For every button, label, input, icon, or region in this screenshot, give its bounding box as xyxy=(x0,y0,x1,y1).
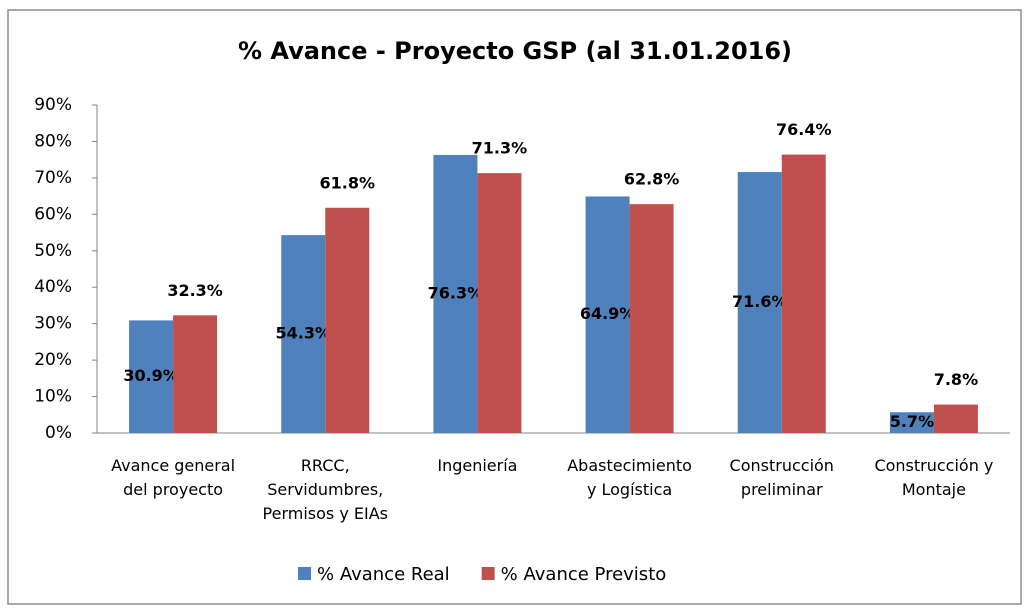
y-tick-label: 0% xyxy=(45,423,72,443)
bar xyxy=(173,315,218,433)
bar xyxy=(737,172,782,433)
x-tick-label: Construcción y Montaje xyxy=(874,456,993,499)
data-label: 61.8% xyxy=(319,173,375,192)
data-label: 76.4% xyxy=(776,120,832,139)
data-label: 30.9% xyxy=(123,366,179,385)
y-tick-label: 20% xyxy=(34,350,72,370)
bar xyxy=(325,207,370,433)
bar xyxy=(889,412,934,433)
bar xyxy=(629,204,674,433)
x-tick-label: Ingeniería xyxy=(437,456,517,475)
data-label: 76.3% xyxy=(428,283,484,302)
y-tick-label: 80% xyxy=(34,131,72,151)
bar xyxy=(281,235,326,433)
chart-title: % Avance - Proyecto GSP (al 31.01.2016) xyxy=(238,37,792,65)
y-tick-label: 90% xyxy=(34,95,72,115)
y-tick-label: 70% xyxy=(34,168,72,188)
data-label: 32.3% xyxy=(167,281,223,300)
data-label: 71.3% xyxy=(472,139,528,158)
y-tick-label: 40% xyxy=(34,277,72,297)
bar xyxy=(433,154,478,433)
y-tick-label: 10% xyxy=(34,387,72,407)
data-label: 5.7% xyxy=(890,412,934,431)
bar xyxy=(129,320,174,433)
x-tick-label: Avance general del proyecto xyxy=(111,456,235,499)
x-tick-label: Abastecimiento y Logística xyxy=(567,456,692,499)
data-label: 64.9% xyxy=(580,304,636,323)
x-tick-label: Construcción preliminar xyxy=(730,456,834,499)
bar xyxy=(477,173,522,433)
data-label: 7.8% xyxy=(934,370,978,389)
y-tick-label: 30% xyxy=(34,314,72,334)
bar xyxy=(781,154,826,433)
legend-label: % Avance Real xyxy=(317,564,450,585)
bar xyxy=(585,196,630,433)
data-label: 71.6% xyxy=(732,292,788,311)
legend-swatch xyxy=(298,567,311,580)
bar xyxy=(933,404,978,433)
y-tick-label: 50% xyxy=(34,241,72,261)
x-tick-label: RRCC, Servidumbres, Permisos y EIAs xyxy=(263,456,388,523)
legend-swatch xyxy=(481,567,495,580)
y-tick-label: 60% xyxy=(34,204,72,224)
legend-label: % Avance Previsto xyxy=(501,564,667,585)
data-label: 54.3% xyxy=(275,324,331,343)
data-label: 62.8% xyxy=(624,170,680,189)
